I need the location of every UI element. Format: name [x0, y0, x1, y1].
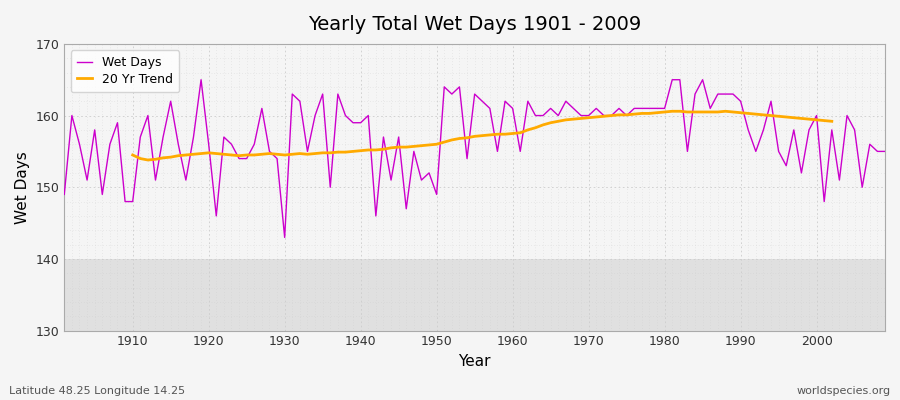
Wet Days	[58, 192, 69, 197]
20 Yr Trend	[667, 109, 678, 114]
20 Yr Trend	[279, 152, 290, 157]
Line: 20 Yr Trend: 20 Yr Trend	[132, 111, 832, 160]
20 Yr Trend	[826, 119, 837, 124]
Y-axis label: Wet Days: Wet Days	[15, 151, 30, 224]
20 Yr Trend	[484, 132, 495, 137]
Wet Days	[195, 77, 206, 82]
20 Yr Trend	[249, 152, 260, 157]
X-axis label: Year: Year	[458, 354, 491, 369]
20 Yr Trend	[127, 152, 138, 157]
Text: worldspecies.org: worldspecies.org	[796, 386, 891, 396]
20 Yr Trend	[621, 112, 632, 117]
Wet Days	[614, 106, 625, 111]
Wet Days	[515, 149, 526, 154]
Wet Days	[879, 149, 890, 154]
Bar	[64, 259, 885, 330]
Wet Days	[302, 149, 313, 154]
Wet Days	[279, 235, 290, 240]
Wet Days	[522, 99, 533, 104]
20 Yr Trend	[698, 110, 708, 114]
Wet Days	[120, 199, 130, 204]
20 Yr Trend	[226, 152, 237, 157]
Legend: Wet Days, 20 Yr Trend: Wet Days, 20 Yr Trend	[70, 50, 179, 92]
Text: Latitude 48.25 Longitude 14.25: Latitude 48.25 Longitude 14.25	[9, 386, 185, 396]
Line: Wet Days: Wet Days	[64, 80, 885, 238]
Wet Days	[347, 120, 358, 125]
Title: Yearly Total Wet Days 1901 - 2009: Yearly Total Wet Days 1901 - 2009	[308, 15, 642, 34]
20 Yr Trend	[142, 158, 153, 162]
